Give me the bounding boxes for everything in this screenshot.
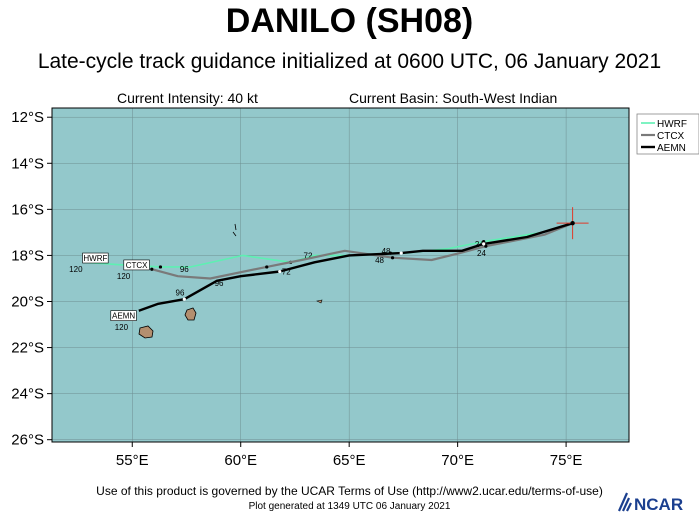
track-point-aemn — [482, 242, 486, 246]
y-tick-label: 14°S — [11, 155, 44, 172]
y-tick-label: 22°S — [11, 340, 44, 357]
axis-labels: 55°E 60°E 65°E 70°E 75°E 12°S 14°S 16°S 18°S 20°S… — [11, 109, 582, 469]
tau-label-aemn: 120 — [115, 323, 129, 332]
track-point-hwrf — [158, 265, 163, 269]
tau-label-hwrf: 72 — [304, 251, 313, 260]
x-tick-label: 60°E — [224, 452, 257, 469]
end-label-box-aemn — [110, 310, 137, 321]
ocean-background — [52, 108, 629, 442]
land-features — [138, 223, 323, 339]
current-position-dot — [570, 220, 575, 226]
end-label-box-ctcx — [123, 259, 150, 271]
ncar-logo-text: NCAR — [634, 495, 683, 514]
tau-label-hwrf: 48 — [382, 247, 391, 256]
tau-label-ctcx: 120 — [117, 272, 131, 281]
page-subtitle: Late-cycle track guidance initialized at… — [37, 50, 662, 73]
y-tick-label: 16°S — [11, 201, 44, 218]
tau-label-ctcx: 72 — [282, 268, 291, 277]
y-tick-label: 12°S — [11, 109, 44, 126]
track-point-hwrf — [482, 240, 486, 244]
tau-label-ctcx: 24 — [477, 249, 486, 258]
legend-label-ctcx: CTCX — [657, 131, 685, 142]
tau-label-hwrf: 120 — [69, 265, 83, 274]
track-aemn — [138, 222, 573, 312]
island-mauritius — [184, 307, 197, 321]
x-tick-label: 70°E — [441, 452, 474, 469]
x-tick-label: 65°E — [333, 452, 366, 469]
y-tick-label: 24°S — [11, 386, 44, 403]
current-intensity: Current Intensity: 40 kt — [117, 90, 258, 106]
legend-label-hwrf: HWRF — [657, 119, 687, 130]
legend-label-aemn: AEMN — [657, 143, 686, 154]
track-point-ctcx — [265, 265, 269, 269]
x-tick-label: 75°E — [550, 452, 583, 469]
end-label-box-hwrf — [82, 252, 109, 264]
track-point-aemn — [182, 297, 186, 301]
y-tick-label: 26°S — [11, 432, 44, 449]
tau-label-ctcx: 48 — [375, 256, 384, 265]
page-title: DANILO (SH08) — [225, 2, 474, 40]
island-reunion — [138, 325, 154, 339]
tau-label-hwrf: 96 — [180, 265, 189, 274]
track-point-ctcx — [150, 267, 154, 271]
x-tick-label: 55°E — [116, 452, 149, 469]
end-label-hwrf: HWRF — [83, 254, 107, 263]
island-rodrigues — [316, 299, 323, 304]
track-point-aemn — [399, 251, 403, 255]
track-point-ctcx — [484, 244, 488, 248]
track-point-aemn — [278, 269, 282, 274]
tau-label-aemn: 96 — [215, 279, 224, 288]
y-tick-label: 20°S — [11, 293, 44, 310]
footer-terms: Use of this product is governed by the U… — [96, 484, 603, 498]
y-tick-label: 18°S — [11, 247, 44, 264]
tau-label-aemn: 96 — [176, 288, 185, 297]
end-label-ctcx: CTCX — [126, 261, 148, 270]
map-frame — [51, 107, 630, 443]
islet-cargados — [232, 223, 237, 237]
current-basin: Current Basin: South-West Indian — [349, 90, 558, 106]
ncar-logo-icon — [617, 492, 632, 512]
current-position-marker — [556, 207, 589, 240]
end-label-aemn: AEMN — [112, 312, 135, 321]
track-point-ctcx — [390, 256, 395, 260]
ncar-logo: NCAR — [617, 492, 683, 514]
footer-generated: Plot generated at 1349 UTC 06 January 20… — [248, 501, 451, 512]
track-hwrf — [84, 222, 573, 268]
